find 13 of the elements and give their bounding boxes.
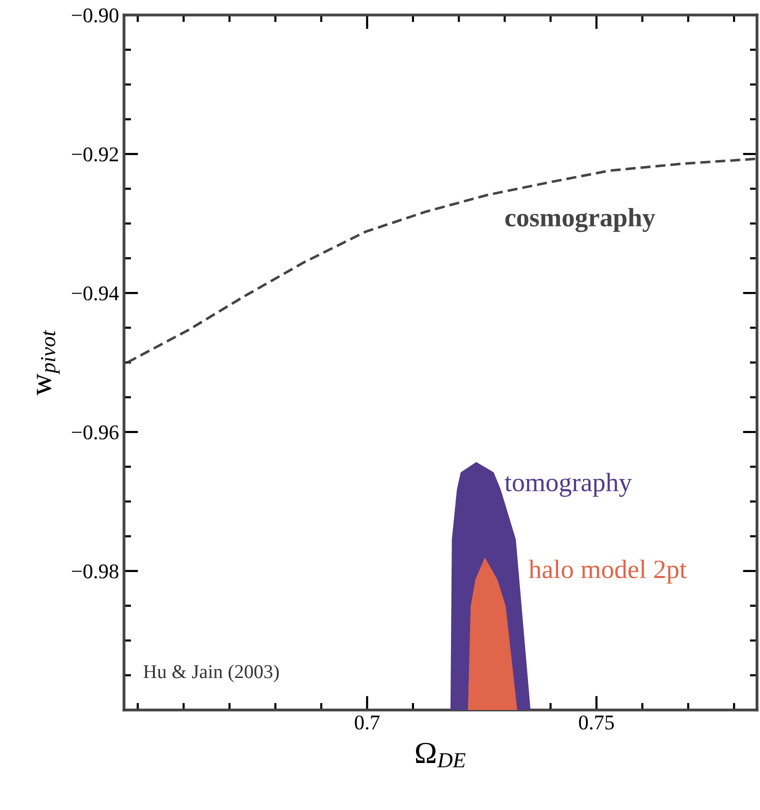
y-tick-label: −0.98 bbox=[72, 564, 118, 579]
y-tick-label: −0.94 bbox=[72, 286, 119, 301]
series-label: halo model 2pt bbox=[528, 560, 687, 584]
x-tick-label: 0.7 bbox=[354, 715, 380, 730]
series-label: tomography bbox=[504, 472, 632, 497]
x-axis-title: Ω$_{DE}$ bbox=[416, 742, 466, 768]
y-tick-label: −0.90 bbox=[72, 8, 118, 23]
y-axis-title: w$_{pivot}$ bbox=[36, 330, 60, 396]
y-tick-label: −0.92 bbox=[72, 147, 118, 162]
annotation: Hu & Jain (2003) bbox=[144, 664, 279, 682]
x-tick-label: 0.75 bbox=[579, 715, 614, 730]
y-tick-label: −0.96 bbox=[72, 425, 119, 440]
series-label: cosmography bbox=[505, 208, 656, 232]
